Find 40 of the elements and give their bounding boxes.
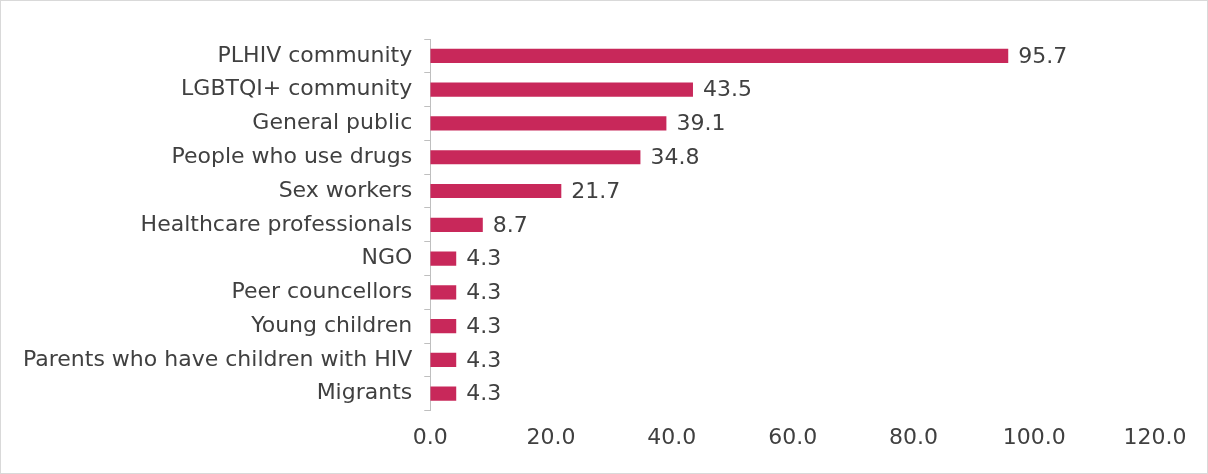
bar [430, 386, 457, 401]
x-tick-label: 60.0 [768, 423, 818, 449]
data-label: 39.1 [676, 110, 726, 136]
y-tick-label: Peer councellors [231, 278, 413, 304]
bar [430, 116, 667, 131]
y-tick-label: Sex workers [278, 176, 413, 202]
bar [430, 319, 457, 334]
bar [430, 183, 562, 199]
bar [430, 217, 483, 232]
y-tick-label: Parents who have children with HIV [22, 345, 413, 371]
data-label: 95.7 [1018, 42, 1068, 68]
bar [430, 285, 457, 300]
data-label: 8.7 [492, 211, 528, 237]
x-tick-label: 80.0 [888, 423, 938, 449]
y-tick-label: Migrants [316, 379, 413, 405]
data-label: 34.8 [650, 143, 700, 169]
bar [430, 150, 641, 165]
data-label: 43.5 [702, 76, 752, 102]
y-tick-label: PLHIV community [217, 41, 413, 67]
bar [430, 251, 457, 266]
y-tick-label: NGO [361, 244, 413, 270]
x-tick-label: 120.0 [1123, 423, 1187, 449]
bar [430, 82, 693, 97]
y-tick-label: General public [252, 109, 413, 135]
x-tick-label: 40.0 [647, 423, 697, 449]
data-label: 4.3 [466, 346, 502, 372]
data-label: 4.3 [466, 380, 502, 406]
y-tick-label: People who use drugs [171, 142, 413, 168]
data-label: 4.3 [466, 245, 502, 271]
data-label: 4.3 [466, 312, 502, 338]
data-label: 21.7 [571, 177, 621, 203]
data-label: 4.3 [466, 279, 502, 305]
y-tick-label: Healthcare professionals [140, 210, 413, 236]
bar [430, 48, 1009, 63]
bar [430, 352, 457, 368]
y-tick-label: LGBTQI+ community [181, 75, 413, 101]
x-tick-label: 20.0 [526, 423, 576, 449]
y-tick-label: Young children [250, 311, 413, 337]
x-tick-label: 100.0 [1002, 423, 1066, 449]
x-tick-label: 0.0 [412, 423, 448, 449]
